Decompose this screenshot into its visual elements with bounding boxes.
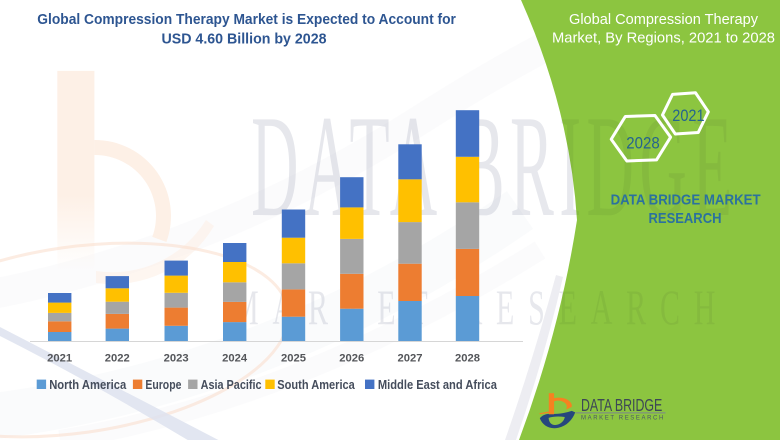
svg-text:2025: 2025 [281, 353, 306, 365]
svg-text:2021: 2021 [672, 107, 704, 125]
svg-text:DATA BRIDGE: DATA BRIDGE [581, 396, 662, 416]
svg-text:Asia Pacific: Asia Pacific [201, 378, 262, 392]
svg-text:RESEARCH: RESEARCH [649, 210, 722, 227]
svg-text:2023: 2023 [164, 353, 189, 365]
svg-text:South America: South America [277, 378, 355, 392]
svg-text:USD 4.60 Billion by 2028: USD 4.60 Billion by 2028 [162, 32, 327, 48]
svg-text:North America: North America [49, 378, 127, 392]
svg-text:2026: 2026 [339, 353, 364, 365]
svg-text:MARKET RESEARCH: MARKET RESEARCH [581, 415, 665, 421]
svg-text:Middle East and Africa: Middle East and Africa [378, 378, 498, 392]
svg-text:2028: 2028 [626, 133, 659, 152]
svg-text:2028: 2028 [455, 353, 480, 365]
svg-text:Market, By Regions, 2021 to 20: Market, By Regions, 2021 to 2028 [552, 30, 775, 47]
svg-text:Global Compression Therapy Mar: Global Compression Therapy Market is Exp… [37, 12, 456, 28]
svg-text:DATA BRIDGE MARKET: DATA BRIDGE MARKET [611, 192, 761, 209]
svg-text:2024: 2024 [222, 353, 247, 365]
svg-text:2021: 2021 [47, 353, 72, 365]
svg-text:2022: 2022 [105, 353, 130, 365]
svg-text:2027: 2027 [398, 353, 423, 365]
svg-text:Europe: Europe [145, 378, 181, 392]
svg-text:Global Compression Therapy: Global Compression Therapy [569, 11, 758, 28]
